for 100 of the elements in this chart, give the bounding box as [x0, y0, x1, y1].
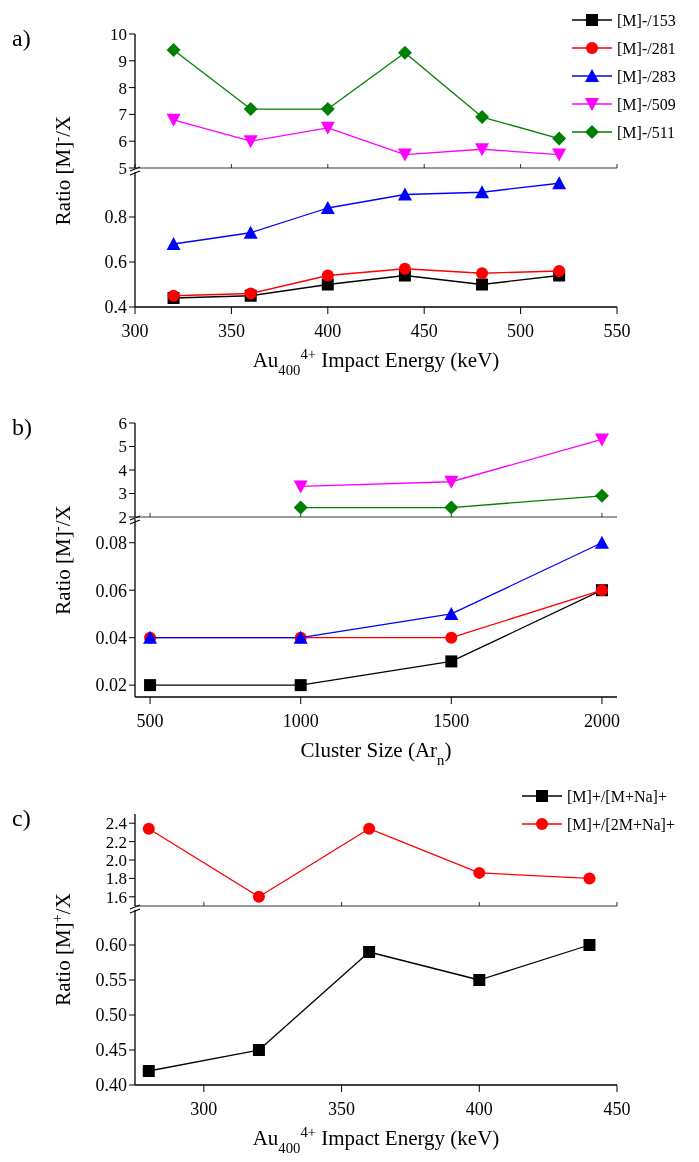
y-tick-label: 0.04: [95, 627, 127, 648]
y-tick-label: 0.8: [104, 207, 127, 228]
point: [252, 1044, 265, 1056]
point: [320, 121, 335, 135]
legend-label: [M]-/511: [617, 123, 676, 141]
chart-title: b): [12, 414, 32, 440]
point: [552, 148, 567, 162]
point: [475, 143, 490, 157]
y-tick-label: 0.6: [104, 252, 127, 273]
y-tick-label: 1.8: [105, 869, 127, 889]
point: [552, 176, 567, 190]
x-tick-label: 2000: [583, 711, 620, 731]
point: [142, 822, 155, 835]
legend-label: [M]+/[M+Na]+: [567, 787, 667, 805]
point: [144, 679, 157, 692]
point: [142, 1065, 155, 1077]
point: [444, 475, 459, 489]
y-tick-label: 2.0: [105, 850, 127, 870]
x-tick-label: 400: [314, 321, 342, 341]
y-tick-label: 0.50: [95, 1005, 127, 1026]
point: [243, 225, 258, 239]
y-tick-label: 6: [118, 132, 127, 152]
point: [444, 500, 459, 515]
x-tick-label: 300: [121, 321, 149, 341]
y-tick-label: 0.60: [95, 935, 127, 956]
y-tick-label: 9: [118, 51, 127, 71]
x-tick-label: 1000: [282, 711, 319, 731]
x-tick-label: 350: [328, 1099, 356, 1119]
point: [444, 606, 459, 620]
point: [398, 262, 411, 275]
x-tick-label: 450: [410, 321, 438, 341]
y-tick-label: 0.45: [95, 1040, 127, 1061]
point: [293, 480, 308, 494]
y-tick-label: 0.02: [95, 675, 127, 696]
x-tick-label: 300: [190, 1099, 218, 1119]
y-tick-label: 10: [110, 24, 127, 44]
chart-title: c): [12, 805, 31, 831]
chart-title: a): [12, 25, 31, 51]
point: [475, 110, 490, 125]
point: [363, 946, 376, 958]
legend-label: [M]+/[2M+Na]+: [567, 815, 675, 833]
point: [594, 488, 609, 503]
y-tick-label: 0.55: [95, 970, 127, 991]
point: [320, 201, 335, 214]
point: [552, 131, 567, 146]
point: [583, 872, 596, 885]
point: [476, 278, 489, 291]
point: [397, 45, 412, 60]
x-axis-title: Cluster Size (Ar$_{n}$): [300, 738, 452, 768]
point: [321, 269, 334, 282]
y-tick-label: 3: [118, 484, 127, 504]
x-tick-label: 1500: [433, 711, 470, 731]
point: [294, 679, 307, 692]
point: [293, 500, 308, 515]
x-axis-title: Au$_{400}$$^{4+}$ Impact Energy (keV): [252, 1124, 500, 1156]
legend-label: [M]-/281: [617, 39, 676, 57]
x-tick-label: 350: [217, 321, 245, 341]
x-tick-label: 500: [136, 711, 164, 731]
point: [473, 974, 486, 986]
point: [553, 265, 566, 277]
point: [594, 535, 609, 549]
point: [476, 267, 489, 280]
x-tick-label: 450: [603, 1099, 631, 1119]
legend-label: [M]-/283: [617, 67, 676, 85]
y-tick-label: 0.4: [104, 297, 127, 318]
point: [583, 939, 596, 951]
point: [320, 102, 335, 117]
point: [445, 655, 458, 668]
y-tick-label: 5: [118, 437, 127, 457]
point: [594, 433, 609, 447]
point: [475, 185, 490, 199]
y-tick-label: 5: [118, 158, 127, 178]
point: [243, 102, 258, 117]
x-tick-label: 400: [465, 1099, 493, 1119]
y-tick-label: 2.2: [105, 832, 127, 852]
y-tick-label: 2.4: [105, 814, 128, 834]
point: [166, 237, 181, 250]
y-tick-label: 0.40: [95, 1075, 127, 1096]
point: [252, 890, 265, 903]
point: [473, 866, 486, 879]
point: [397, 187, 412, 201]
point: [243, 135, 258, 149]
y-tick-label: 4: [118, 460, 128, 480]
y-tick-label: 2: [118, 507, 127, 527]
x-tick-label: 550: [603, 321, 631, 341]
y-tick-label: 1.6: [105, 887, 127, 907]
legend-label: [M]-/509: [617, 95, 676, 113]
x-axis-title: Au$_{400}$$^{4+}$ Impact Energy (keV): [252, 346, 500, 378]
point: [166, 113, 181, 127]
x-tick-label: 500: [507, 321, 535, 341]
y-tick-label: 8: [118, 78, 127, 98]
y-tick-label: 0.06: [95, 580, 127, 601]
point: [397, 148, 412, 162]
y-tick-label: 6: [118, 413, 127, 433]
point: [166, 43, 181, 58]
y-tick-label: 7: [118, 105, 128, 125]
point: [363, 822, 376, 835]
y-tick-label: 0.08: [95, 533, 127, 554]
legend-label: [M]-/153: [617, 11, 676, 29]
point: [445, 631, 458, 644]
